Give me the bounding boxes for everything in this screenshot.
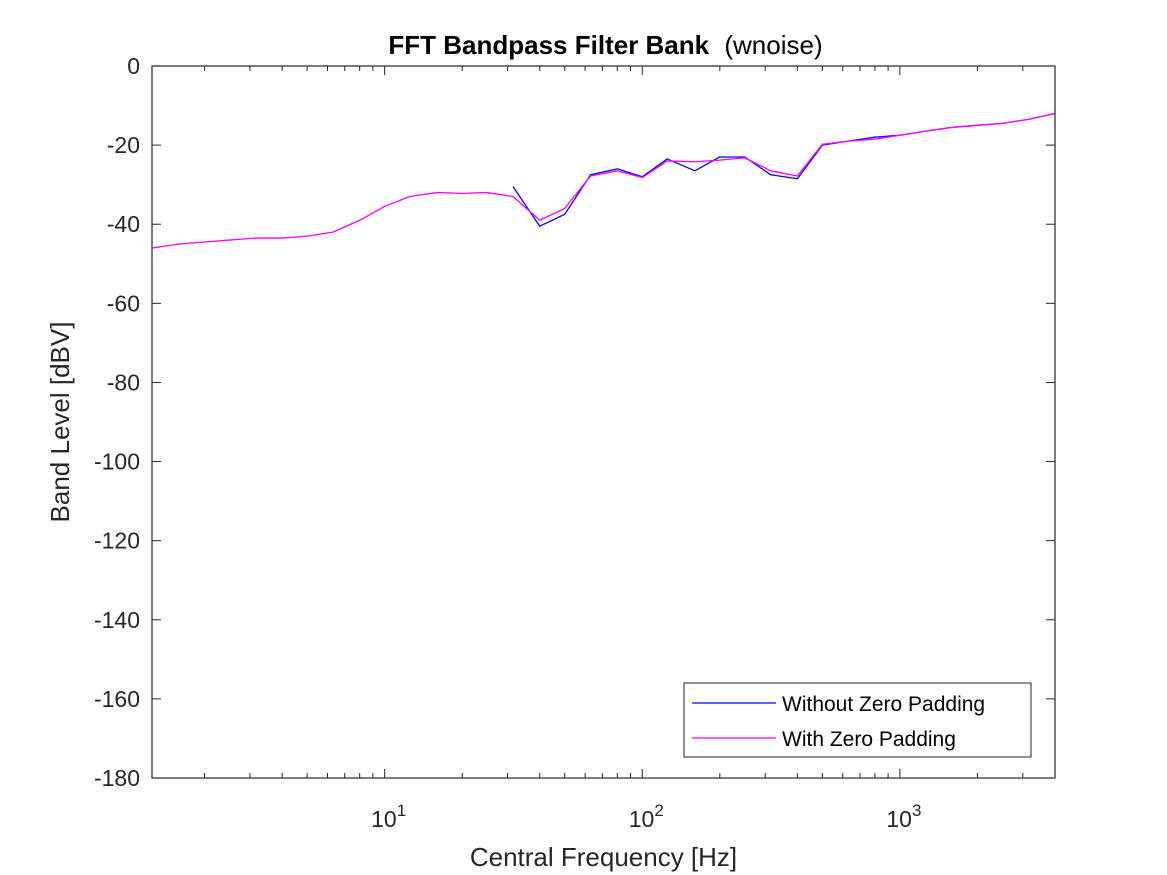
legend-label-without-zero-padding: Without Zero Padding (782, 693, 985, 716)
x-tick-label-exponent: 3 (912, 801, 921, 820)
x-tick-label-exponent: 2 (654, 801, 663, 820)
y-tick-label: -80 (107, 369, 140, 395)
y-tick-label: -140 (94, 607, 140, 633)
y-tick-label: -60 (107, 290, 140, 316)
legend-label-with-zero-padding: With Zero Padding (782, 728, 956, 751)
y-tick-label: -120 (94, 528, 140, 554)
plot-area (152, 66, 1055, 778)
x-tick-label-base: 10 (886, 806, 912, 832)
x-tick-label: 102 (629, 801, 664, 832)
x-tick-label-base: 10 (371, 806, 397, 832)
x-tick-label: 101 (371, 801, 406, 832)
chart-title-suffix: (wnoise) (724, 30, 822, 60)
y-tick-label: -100 (94, 449, 140, 475)
y-tick-label: -20 (107, 132, 140, 158)
legend: Without Zero Padding With Zero Padding (683, 682, 1032, 758)
y-axis-title: Band Level [dBV] (45, 322, 75, 523)
y-tick-label: -180 (94, 765, 140, 791)
chart-title: FFT Bandpass Filter Bank (wnoise) (388, 30, 822, 60)
legend-box (683, 682, 1032, 758)
series-lines (151, 112, 1056, 249)
series-line-with-zero-padding (151, 112, 1056, 249)
x-axis-title: Central Frequency [Hz] (470, 842, 737, 872)
y-tick-label: -40 (107, 211, 140, 237)
plot-frame (151, 65, 1056, 779)
x-tick-label: 103 (886, 801, 921, 832)
chart-title-main: FFT Bandpass Filter Bank (388, 30, 709, 60)
x-tick-label-exponent: 1 (397, 801, 406, 820)
y-tick-label: 0 (127, 53, 140, 79)
y-tick-label: -160 (94, 686, 140, 712)
x-tick-label-base: 10 (629, 806, 655, 832)
